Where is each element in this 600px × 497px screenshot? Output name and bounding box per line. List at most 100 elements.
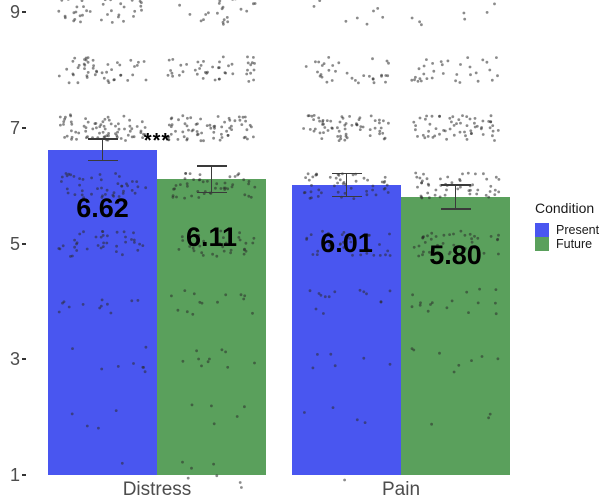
data-point <box>216 300 219 304</box>
data-point <box>439 60 443 63</box>
data-point <box>371 57 374 61</box>
data-point <box>422 72 426 76</box>
data-point <box>243 193 247 197</box>
data-point <box>117 122 120 126</box>
data-point <box>196 132 200 136</box>
data-point <box>253 185 257 189</box>
data-point <box>186 116 189 120</box>
data-point <box>463 247 467 250</box>
data-point <box>455 122 458 125</box>
y-tick-mark-7 <box>22 126 26 129</box>
data-point <box>222 18 226 22</box>
data-point <box>336 248 340 252</box>
data-point <box>326 129 330 132</box>
data-point <box>473 121 476 125</box>
data-point <box>378 243 381 246</box>
data-point <box>80 193 84 197</box>
data-point <box>92 64 95 67</box>
data-point <box>316 353 319 356</box>
data-point <box>222 186 226 190</box>
data-point <box>317 60 321 64</box>
data-point <box>442 129 445 132</box>
data-point <box>144 78 148 82</box>
data-point <box>442 233 446 237</box>
data-point <box>423 241 427 244</box>
data-point <box>143 370 147 374</box>
data-point <box>358 288 362 292</box>
data-point <box>497 233 500 237</box>
data-point <box>348 232 352 236</box>
data-point <box>133 65 136 68</box>
data-point <box>368 128 372 132</box>
data-point <box>246 137 249 141</box>
data-point <box>78 177 81 181</box>
data-point <box>105 70 108 74</box>
data-point <box>215 254 219 258</box>
data-point <box>317 188 321 192</box>
data-point <box>445 306 449 310</box>
data-point <box>224 71 228 75</box>
data-point <box>414 171 418 175</box>
error-bar-cap-top-pain-future <box>440 184 471 186</box>
data-point <box>410 305 414 309</box>
data-point <box>181 130 185 134</box>
data-point <box>314 60 317 64</box>
error-bar-cap-bottom-distress-future <box>196 191 227 194</box>
data-point <box>166 73 170 77</box>
data-point <box>378 118 381 122</box>
data-point <box>122 230 126 234</box>
data-point <box>141 136 145 140</box>
data-point <box>208 357 211 361</box>
data-point <box>425 177 429 181</box>
data-point <box>480 355 484 358</box>
data-point <box>178 73 181 77</box>
data-point <box>338 178 342 182</box>
data-point <box>190 466 193 470</box>
data-point <box>82 230 85 234</box>
data-point <box>457 363 461 367</box>
data-point <box>202 18 205 21</box>
data-point <box>95 126 98 130</box>
data-point <box>170 123 174 127</box>
data-point <box>199 117 203 121</box>
data-point <box>101 230 105 234</box>
data-point <box>99 178 103 182</box>
data-point <box>458 130 462 134</box>
data-point <box>456 187 460 191</box>
data-point <box>342 240 345 244</box>
data-point <box>122 19 125 23</box>
data-point <box>421 179 424 183</box>
data-point <box>136 185 140 189</box>
data-point <box>337 173 341 177</box>
error-bar-v-pain-present <box>345 172 348 198</box>
data-point <box>216 115 220 118</box>
data-point <box>117 15 120 19</box>
data-point <box>133 191 137 195</box>
data-point <box>494 175 498 179</box>
data-point <box>107 81 111 84</box>
data-point <box>426 135 430 138</box>
data-point <box>86 60 90 64</box>
data-point <box>65 67 69 71</box>
legend-items: Present Future <box>535 223 600 251</box>
data-point <box>211 65 215 69</box>
data-point <box>188 13 192 16</box>
data-point <box>140 8 143 12</box>
data-point <box>226 187 230 191</box>
data-point <box>120 461 124 465</box>
data-point <box>363 421 367 424</box>
data-point <box>228 126 232 130</box>
data-point <box>427 129 430 133</box>
data-point <box>239 7 243 11</box>
data-point <box>86 71 90 74</box>
data-point <box>473 117 477 120</box>
data-point <box>200 251 204 255</box>
bar-pain-future <box>401 197 510 475</box>
data-point <box>497 178 501 181</box>
data-point <box>493 139 496 142</box>
data-point <box>488 190 492 193</box>
data-point <box>66 191 70 195</box>
data-point <box>176 308 180 312</box>
data-point <box>317 116 321 120</box>
